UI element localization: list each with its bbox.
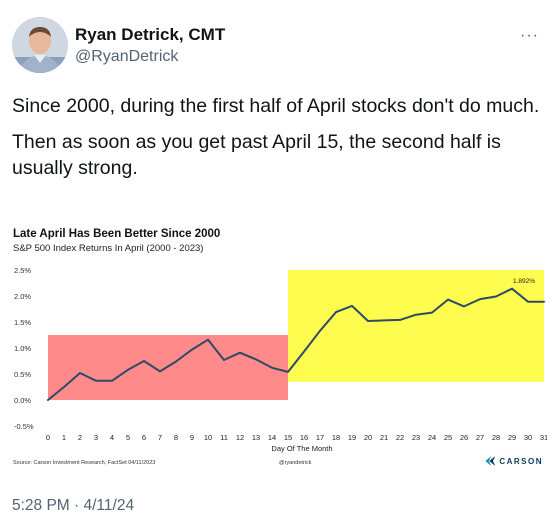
x-tick-label: 14 — [268, 433, 276, 442]
x-axis-label: Day Of The Month — [271, 444, 332, 453]
avatar[interactable] — [12, 17, 68, 73]
carson-logo-text: CARSON — [499, 456, 543, 466]
x-tick-label: 6 — [142, 433, 146, 442]
x-tick-label: 29 — [508, 433, 516, 442]
x-tick-label: 21 — [380, 433, 388, 442]
x-tick-label: 8 — [174, 433, 178, 442]
x-tick-label: 26 — [460, 433, 468, 442]
y-tick-label: 1.0% — [14, 344, 31, 353]
x-tick-label: 23 — [412, 433, 420, 442]
x-tick-label: 10 — [204, 433, 212, 442]
tweet-paragraph-1: Since 2000, during the first half of Apr… — [12, 95, 540, 117]
chart-credit: @ryandetrick — [279, 460, 312, 466]
x-tick-label: 12 — [236, 433, 244, 442]
line-chart: -0.5%0.0%0.5%1.0%1.5%2.0%2.5%0 1 2 3 4 5 6 7 8 9 1… — [14, 266, 547, 453]
y-tick-label: 0.5% — [14, 370, 31, 379]
chart-title: Late April Has Been Better Since 2000 — [13, 228, 221, 240]
y-tick-label: 2.5% — [14, 266, 31, 275]
tweet-text: Since 2000, during the first half of Apr… — [12, 93, 542, 191]
x-tick-label: 5 — [126, 433, 130, 442]
y-tick-label: 0.0% — [14, 396, 31, 405]
x-tick-label: 13 — [252, 433, 260, 442]
x-tick-label: 16 — [300, 433, 308, 442]
series-line — [47, 287, 545, 401]
x-tick-label: 18 — [332, 433, 340, 442]
chart-source: Source: Carson Investment Research, Fact… — [13, 460, 156, 466]
x-tick-label: 31 — [540, 433, 547, 442]
y-tick-label: 2.0% — [14, 292, 31, 301]
tweet-header: Ryan Detrick, CMT @RyanDetrick ··· — [12, 17, 547, 77]
chart-subtitle: S&P 500 Index Returns In April (2000 - 2… — [13, 243, 204, 254]
x-tick-label: 4 — [110, 433, 114, 442]
y-tick-label: -0.5% — [14, 422, 34, 431]
x-tick-label: 22 — [396, 433, 404, 442]
x-tick-label: 2 — [78, 433, 82, 442]
x-tick-label: 19 — [348, 433, 356, 442]
x-tick-label: 17 — [316, 433, 324, 442]
x-tick-label: 1 — [62, 433, 66, 442]
highlight-region-2 — [288, 270, 544, 382]
x-tick-label: 28 — [492, 433, 500, 442]
author-handle[interactable]: @RyanDetrick — [75, 48, 179, 65]
carson-logo: CARSON — [485, 456, 543, 466]
tweet-timestamp[interactable]: 5:28 PM · 4/11/24 — [12, 497, 135, 514]
x-tick-label: 20 — [364, 433, 372, 442]
x-tick-label: 24 — [428, 433, 436, 442]
author-name[interactable]: Ryan Detrick, CMT — [75, 25, 226, 44]
x-tick-label: 11 — [220, 433, 228, 442]
more-options-icon[interactable]: ··· — [520, 27, 539, 44]
carson-logo-icon — [485, 456, 495, 466]
annotation-label: 1.892% — [513, 278, 535, 285]
x-tick-label: 0 — [46, 433, 50, 442]
x-tick-label: 25 — [444, 433, 452, 442]
x-tick-label: 15 — [284, 433, 292, 442]
y-tick-label: 1.5% — [14, 318, 31, 327]
x-tick-label: 9 — [190, 433, 194, 442]
x-tick-label: 7 — [158, 433, 162, 442]
x-tick-label: 3 — [94, 433, 98, 442]
chart-image[interactable]: Late April Has Been Better Since 2000 S&… — [12, 224, 547, 476]
tweet-paragraph-2: Then as soon as you get past April 15, t… — [12, 131, 501, 179]
x-tick-label: 27 — [476, 433, 484, 442]
x-tick-label: 30 — [524, 433, 532, 442]
